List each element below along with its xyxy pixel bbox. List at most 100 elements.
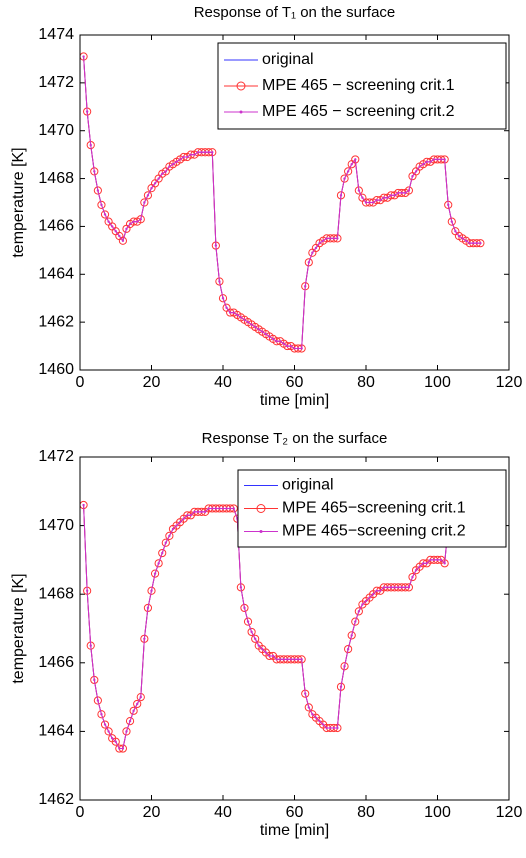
legend-label: MPE 465 − screening crit.1 xyxy=(262,77,455,94)
marker-dot xyxy=(139,218,142,221)
marker-circle xyxy=(104,727,113,736)
marker-dot xyxy=(153,572,157,575)
marker-dot xyxy=(386,586,389,589)
marker-dot xyxy=(325,237,328,240)
marker-circle xyxy=(111,737,120,746)
marker-dot xyxy=(443,158,446,161)
y-tick-label: 1460 xyxy=(38,361,74,378)
x-tick-label: 20 xyxy=(143,804,161,821)
x-tick-label: 120 xyxy=(496,804,523,821)
legend-label: MPE 465−screening crit.2 xyxy=(282,523,466,540)
x-tick-label: 40 xyxy=(214,804,232,821)
y-tick-label: 1472 xyxy=(38,448,74,465)
marker-circle xyxy=(97,200,106,209)
marker-dot xyxy=(171,527,175,531)
chart-title: Response T₂ on the surface xyxy=(202,430,388,447)
marker-dot xyxy=(132,709,135,713)
legend-marker xyxy=(236,81,246,91)
marker-dot xyxy=(221,507,225,510)
marker-dot xyxy=(368,596,371,599)
marker-dot xyxy=(182,517,185,520)
marker-dot xyxy=(189,514,193,517)
legend-label: MPE 465 − screening crit.2 xyxy=(262,103,455,120)
legend-marker xyxy=(256,504,266,513)
marker-dot xyxy=(246,320,250,324)
y-tick-label: 1464 xyxy=(38,723,74,740)
marker-dot xyxy=(100,713,103,716)
marker-dot xyxy=(168,534,171,538)
legend: original MPE 465−screening crit.1 MPE 465−… xyxy=(237,469,507,548)
marker-dot xyxy=(168,165,171,168)
marker-dot xyxy=(232,311,235,314)
marker-dot xyxy=(89,143,92,147)
chart: Response T₂ on the surface time [min] temp… xyxy=(10,430,522,839)
marker-dot xyxy=(343,177,346,180)
marker-dot xyxy=(214,507,218,510)
marker-dot xyxy=(85,110,89,113)
y-tick-label: 1466 xyxy=(38,654,74,671)
marker-circle xyxy=(240,603,249,613)
marker-dot xyxy=(429,558,432,562)
y-tick-label: 1468 xyxy=(38,170,74,187)
marker-circle xyxy=(340,174,349,183)
marker-dot xyxy=(250,630,253,634)
legend: original MPE 465 − screening crit.1 MPE 46… xyxy=(217,42,507,130)
marker-dot xyxy=(289,344,293,348)
y-tick-label: 1474 xyxy=(38,26,74,43)
marker-dot xyxy=(261,330,264,333)
marker-dot xyxy=(150,589,153,592)
marker-circle xyxy=(122,727,131,736)
marker-circle xyxy=(351,617,360,626)
marker-dot xyxy=(357,610,361,613)
marker-dot xyxy=(268,335,271,338)
marker-dot xyxy=(432,158,436,161)
marker-dot xyxy=(243,606,246,610)
axes-box xyxy=(79,456,510,801)
marker-dot xyxy=(354,158,357,161)
x-tick-label: 120 xyxy=(496,374,523,391)
marker-dot xyxy=(143,637,146,640)
marker-dot xyxy=(178,158,182,161)
marker-circle xyxy=(165,531,174,540)
marker-dot xyxy=(350,163,353,166)
marker-dot xyxy=(393,194,396,197)
marker-dot xyxy=(175,524,178,527)
series-line xyxy=(83,56,481,349)
marker-dot xyxy=(407,586,411,589)
marker-dot xyxy=(422,163,425,166)
marker-dot xyxy=(93,678,96,682)
marker-circle xyxy=(97,710,106,719)
marker-dot xyxy=(318,241,321,245)
marker-dot xyxy=(236,313,239,317)
marker-dot xyxy=(175,160,178,164)
marker-dot xyxy=(107,220,110,223)
marker-dot xyxy=(239,316,243,319)
marker-dot xyxy=(447,203,450,207)
marker-dot xyxy=(386,196,389,199)
marker-dot xyxy=(379,198,382,202)
marker-dot xyxy=(450,220,453,223)
marker-dot xyxy=(411,174,414,178)
marker-dot xyxy=(100,203,103,207)
x-tick-label: 20 xyxy=(143,374,161,391)
marker-dot xyxy=(329,726,332,730)
marker-dot xyxy=(221,297,225,300)
marker-circle xyxy=(100,210,110,219)
marker-dot xyxy=(82,503,85,507)
marker-dot xyxy=(253,637,257,640)
marker-dot xyxy=(203,151,207,154)
marker-dot xyxy=(371,201,375,204)
marker-dot xyxy=(146,606,150,610)
marker-dot xyxy=(107,730,110,733)
marker-dot xyxy=(193,510,196,514)
marker-dot xyxy=(439,158,443,161)
marker-dot xyxy=(382,196,386,199)
y-tick-label: 1472 xyxy=(38,74,74,91)
marker-circle xyxy=(133,699,142,709)
marker-dot xyxy=(186,514,189,517)
marker-dot xyxy=(150,186,153,190)
marker-dot xyxy=(314,246,318,250)
y-tick-label: 1462 xyxy=(38,791,74,808)
marker-dot xyxy=(225,507,228,510)
marker-dot xyxy=(400,586,403,589)
